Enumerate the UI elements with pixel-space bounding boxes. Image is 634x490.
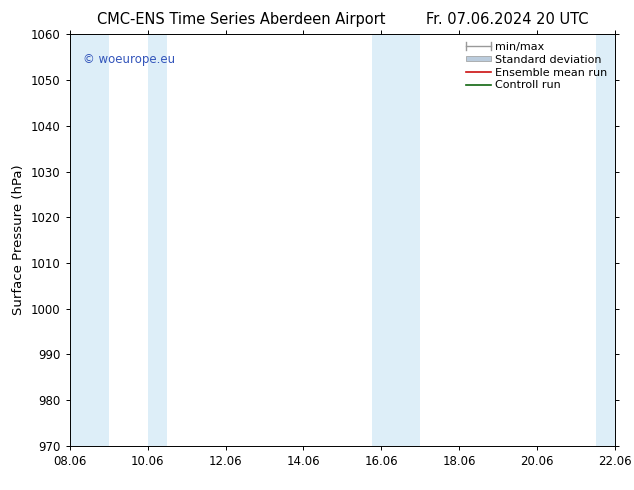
- Bar: [148, 34, 167, 446]
- Text: Fr. 07.06.2024 20 UTC: Fr. 07.06.2024 20 UTC: [426, 12, 588, 27]
- Text: © woeurope.eu: © woeurope.eu: [83, 53, 176, 66]
- Y-axis label: Surface Pressure (hPa): Surface Pressure (hPa): [13, 165, 25, 316]
- Legend: min/max, Standard deviation, Ensemble mean run, Controll run: min/max, Standard deviation, Ensemble me…: [464, 40, 609, 93]
- Bar: [595, 34, 615, 446]
- Text: CMC-ENS Time Series Aberdeen Airport: CMC-ENS Time Series Aberdeen Airport: [96, 12, 385, 27]
- Bar: [70, 34, 108, 446]
- Bar: [372, 34, 420, 446]
